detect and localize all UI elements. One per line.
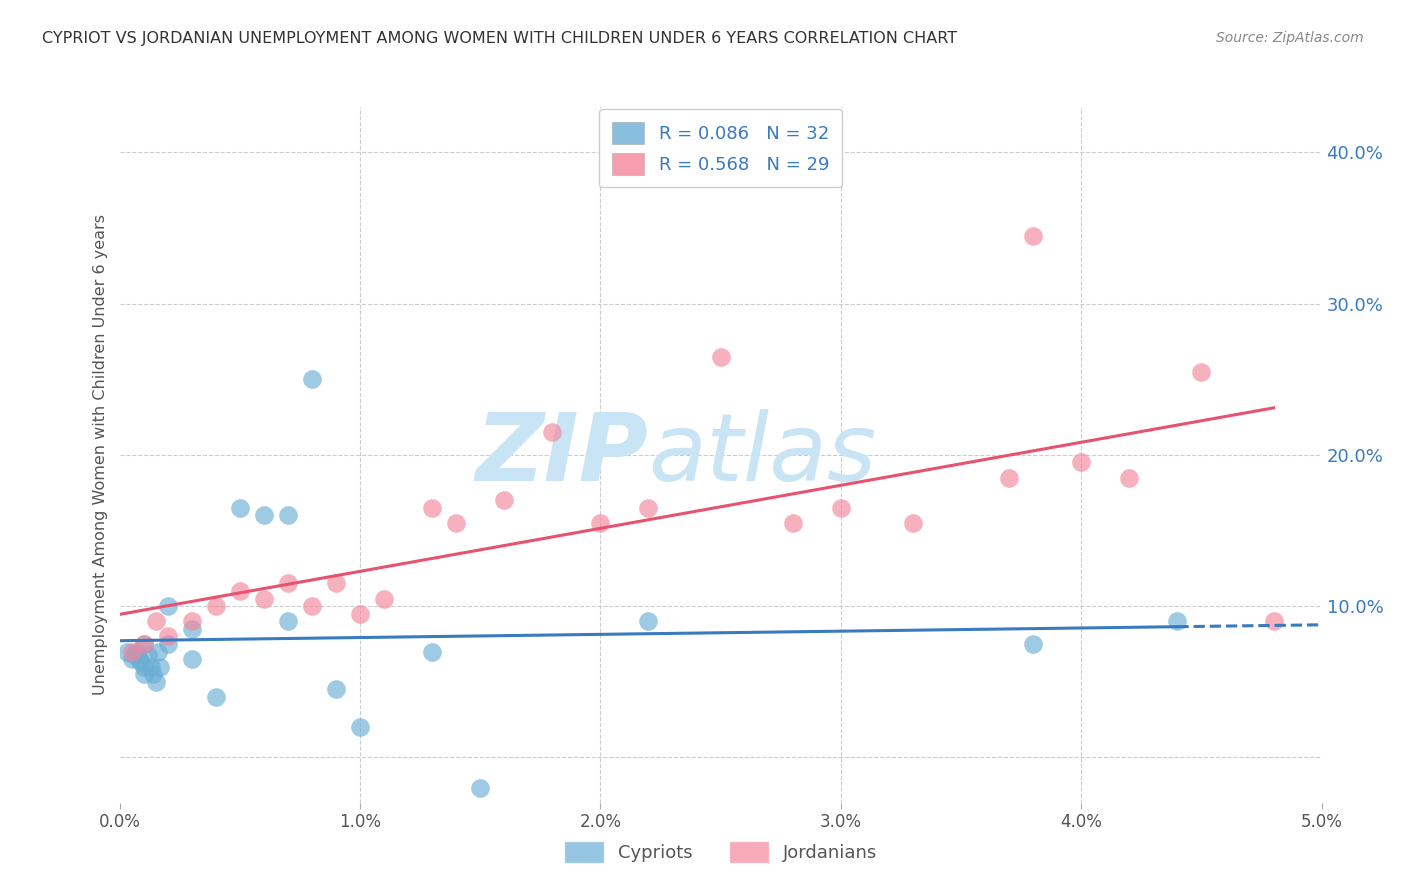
Point <box>128 652 150 666</box>
Point <box>156 599 179 614</box>
Point <box>228 500 252 515</box>
Point <box>156 629 179 643</box>
Y-axis label: Unemployment Among Women with Children Under 6 years: Unemployment Among Women with Children U… <box>93 214 108 696</box>
Point <box>541 425 564 440</box>
Point <box>204 690 226 704</box>
Point <box>146 644 169 658</box>
Point <box>145 674 167 689</box>
Point <box>444 516 467 530</box>
Point <box>349 720 371 734</box>
Point <box>1263 615 1285 629</box>
Point <box>637 615 659 629</box>
Text: ZIP: ZIP <box>475 409 648 501</box>
Point <box>1189 365 1212 379</box>
Point <box>125 644 148 658</box>
Point <box>277 508 299 523</box>
Point <box>420 644 443 658</box>
Point <box>349 607 371 621</box>
Point <box>782 516 804 530</box>
Point <box>1070 455 1092 469</box>
Point <box>156 637 179 651</box>
Point <box>149 659 172 673</box>
Point <box>901 516 924 530</box>
Legend: Cypriots, Jordanians: Cypriots, Jordanians <box>557 834 884 871</box>
Point <box>132 667 155 681</box>
Point <box>139 659 162 673</box>
Point <box>132 637 155 651</box>
Point <box>301 599 323 614</box>
Point <box>138 648 160 662</box>
Point <box>420 500 443 515</box>
Point <box>277 576 299 591</box>
Point <box>830 500 852 515</box>
Point <box>180 622 202 636</box>
Point <box>373 591 395 606</box>
Point <box>180 615 202 629</box>
Text: CYPRIOT VS JORDANIAN UNEMPLOYMENT AMONG WOMEN WITH CHILDREN UNDER 6 YEARS CORREL: CYPRIOT VS JORDANIAN UNEMPLOYMENT AMONG … <box>42 31 957 46</box>
Point <box>301 372 323 386</box>
Text: Source: ZipAtlas.com: Source: ZipAtlas.com <box>1216 31 1364 45</box>
Point <box>277 615 299 629</box>
Point <box>142 667 165 681</box>
Point <box>253 591 276 606</box>
Point <box>121 652 143 666</box>
Point <box>204 599 226 614</box>
Point <box>589 516 612 530</box>
Point <box>122 648 145 662</box>
Point <box>1166 615 1188 629</box>
Point <box>494 493 516 508</box>
Point <box>145 615 167 629</box>
Point <box>637 500 659 515</box>
Point <box>121 644 143 658</box>
Point <box>709 350 731 364</box>
Point <box>132 637 155 651</box>
Point <box>325 682 347 697</box>
Point <box>253 508 276 523</box>
Point <box>1022 637 1045 651</box>
Point <box>325 576 347 591</box>
Point <box>129 655 152 669</box>
Point <box>1022 228 1045 243</box>
Point <box>132 659 155 673</box>
Point <box>998 470 1021 484</box>
Text: atlas: atlas <box>648 409 877 500</box>
Point <box>180 652 202 666</box>
Point <box>228 584 252 599</box>
Point <box>115 644 138 658</box>
Point <box>468 780 492 795</box>
Point <box>1118 470 1140 484</box>
